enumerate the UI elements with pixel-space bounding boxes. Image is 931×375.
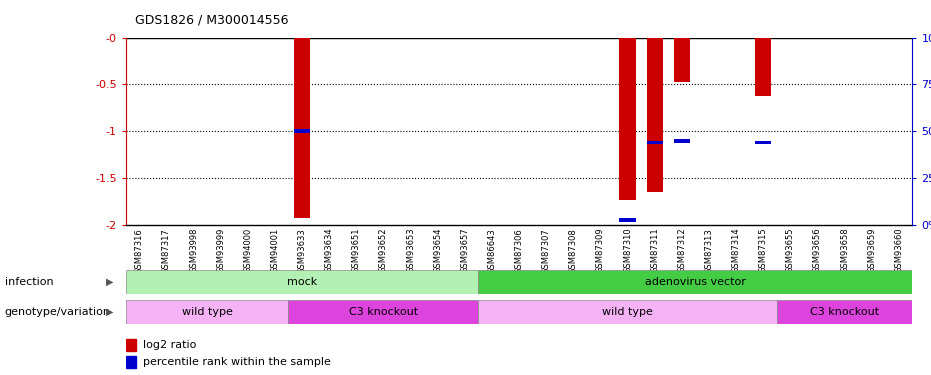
- Bar: [479, 270, 912, 294]
- Text: wild type: wild type: [182, 307, 233, 317]
- Bar: [674, 139, 690, 142]
- Bar: [294, 38, 310, 218]
- Text: C3 knockout: C3 knockout: [810, 307, 879, 317]
- Text: wild type: wild type: [602, 307, 653, 317]
- Text: log2 ratio: log2 ratio: [143, 340, 196, 350]
- Text: ▶: ▶: [106, 307, 114, 317]
- Bar: [619, 38, 636, 200]
- Text: ▶: ▶: [106, 277, 114, 287]
- Bar: [126, 339, 136, 351]
- Text: adenovirus vector: adenovirus vector: [645, 277, 746, 287]
- Bar: [126, 356, 136, 368]
- Bar: [674, 38, 690, 82]
- Bar: [619, 218, 636, 222]
- Bar: [289, 300, 479, 324]
- Bar: [755, 141, 771, 144]
- Bar: [755, 38, 771, 96]
- Bar: [776, 300, 912, 324]
- Bar: [126, 270, 479, 294]
- Bar: [126, 300, 289, 324]
- Text: GDS1826 / M300014556: GDS1826 / M300014556: [135, 13, 289, 26]
- Text: mock: mock: [287, 277, 317, 287]
- Text: percentile rank within the sample: percentile rank within the sample: [143, 357, 331, 367]
- Bar: [479, 300, 776, 324]
- Bar: [646, 141, 663, 144]
- Bar: [646, 38, 663, 192]
- Text: infection: infection: [5, 277, 53, 287]
- Bar: [294, 129, 310, 133]
- Text: C3 knockout: C3 knockout: [349, 307, 418, 317]
- Text: genotype/variation: genotype/variation: [5, 307, 111, 317]
